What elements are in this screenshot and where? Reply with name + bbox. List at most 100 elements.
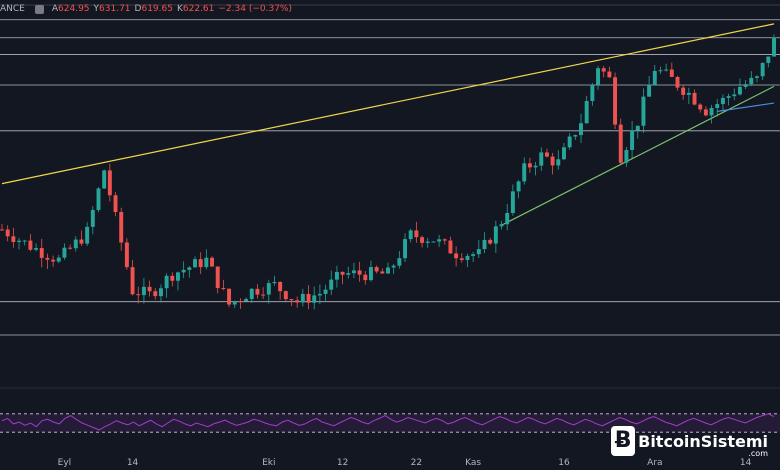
watermark-name: BitcoinSistemi .com <box>638 431 768 458</box>
candle-62 <box>351 262 356 279</box>
candle-body <box>317 293 322 296</box>
ohlc-change: −2.34 (−0.37%) <box>218 4 292 14</box>
candle-103 <box>584 95 589 124</box>
candle-body <box>62 247 67 258</box>
candle-body <box>232 301 237 305</box>
candle-body <box>522 163 527 182</box>
candle-body <box>567 136 572 148</box>
candle-body <box>601 68 606 72</box>
candle-121 <box>686 87 691 105</box>
candle-body <box>312 295 317 303</box>
candle-body <box>170 275 175 281</box>
candle-85 <box>482 232 487 254</box>
candle-body <box>493 226 498 244</box>
candle-70 <box>397 250 402 269</box>
candle-body <box>73 239 78 249</box>
candle-body <box>732 94 737 97</box>
candle-body <box>363 274 368 281</box>
candle-body <box>533 165 538 168</box>
candle-83 <box>471 251 476 263</box>
x-tick-label-5: Kas <box>465 458 481 468</box>
candle-57 <box>323 284 328 301</box>
candle-body <box>675 76 680 88</box>
candle-129 <box>732 88 737 101</box>
candle-body <box>39 248 44 258</box>
candle-body <box>107 170 112 196</box>
bitcoin-logo-icon: Ƀ <box>611 426 636 456</box>
candle-body <box>715 104 720 108</box>
candle-133 <box>754 75 759 83</box>
candle-1 <box>5 225 10 242</box>
candle-73 <box>414 221 419 243</box>
candle-42 <box>238 298 243 309</box>
candle-52 <box>295 296 300 308</box>
candle-body <box>686 92 691 95</box>
candle-body <box>681 87 686 95</box>
candle-130 <box>737 78 742 96</box>
candle-131 <box>743 80 748 90</box>
candle-body <box>669 69 674 77</box>
candle-89 <box>505 204 510 231</box>
candle-body <box>215 266 220 289</box>
candle-body <box>204 257 209 268</box>
candle-7 <box>39 238 44 268</box>
candle-body <box>51 259 56 262</box>
symbol-label: ANCE <box>0 4 25 14</box>
candle-body <box>607 71 612 78</box>
candle-body <box>573 135 578 137</box>
candle-23 <box>130 259 135 296</box>
candle-body <box>760 62 765 77</box>
candle-body <box>692 92 697 105</box>
candle-84 <box>476 239 481 258</box>
candle-102 <box>579 113 583 144</box>
candle-94 <box>533 161 538 176</box>
candle-body <box>703 109 708 116</box>
candle-body <box>698 104 703 110</box>
candle-body <box>527 163 532 168</box>
candle-body <box>454 253 459 259</box>
candle-74 <box>420 235 425 248</box>
candle-body <box>227 288 232 305</box>
candle-body <box>431 241 436 243</box>
candle-body <box>266 283 271 295</box>
x-tick-label-8: 14 <box>740 458 752 468</box>
candle-body <box>221 288 226 290</box>
candle-95 <box>539 147 544 171</box>
candle-78 <box>442 238 447 245</box>
candle-body <box>158 288 163 297</box>
candle-43 <box>244 297 249 302</box>
candle-9 <box>51 255 56 267</box>
candle-body <box>90 209 95 227</box>
candle-28 <box>158 284 163 303</box>
candle-79 <box>448 236 453 254</box>
candle-body <box>295 300 300 303</box>
candle-body <box>329 279 334 290</box>
candle-75 <box>425 237 430 248</box>
candle-body <box>749 77 754 85</box>
chart-header: ANCE A624.95 Y631.71 D619.65 K622.61 −2.… <box>0 0 296 18</box>
candle-body <box>300 293 305 303</box>
candle-69 <box>391 263 396 274</box>
candle-body <box>510 191 515 213</box>
eye-icon[interactable] <box>34 4 44 14</box>
candle-48 <box>272 275 277 286</box>
candle-body <box>175 272 180 281</box>
candle-81 <box>459 253 464 263</box>
candle-body <box>544 152 549 157</box>
candle-54 <box>306 285 311 310</box>
candle-body <box>499 224 504 227</box>
candle-63 <box>357 261 362 282</box>
candle-125 <box>709 104 714 124</box>
candle-87 <box>493 220 498 253</box>
candle-59 <box>334 265 339 288</box>
x-tick-label-1: 14 <box>127 458 139 468</box>
candle-body <box>403 239 408 259</box>
candle-92 <box>522 157 527 185</box>
candle-body <box>720 97 725 105</box>
candle-72 <box>408 228 413 243</box>
candle-76 <box>431 241 436 243</box>
candle-113 <box>641 88 646 134</box>
candle-128 <box>726 93 731 106</box>
candle-body <box>442 239 447 241</box>
